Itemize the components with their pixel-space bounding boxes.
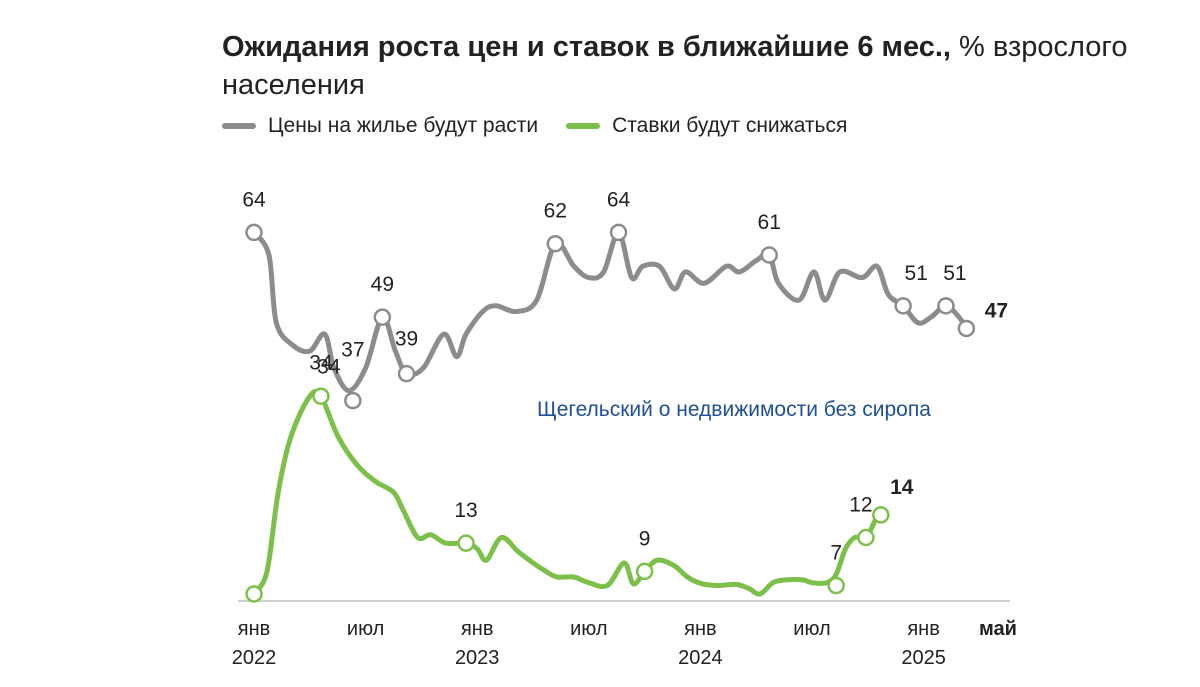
watermark-text: Щегельский о недвижимости без сиропа [537, 398, 931, 421]
x-tick-label-1: июл [347, 618, 384, 640]
x-tick-year-4: 2024 [678, 647, 723, 669]
marker-prices-7 [760, 246, 778, 264]
marker-prices-3 [373, 308, 392, 326]
marker-rates-0 [245, 585, 263, 603]
legend-label-rates: Ставки будут снижаться [612, 114, 848, 137]
series-line-prices [251, 229, 969, 394]
marker-prices-9 [937, 297, 955, 315]
marker-prices-0 [245, 223, 263, 242]
data-label-rates-3: 9 [639, 527, 651, 550]
legend-swatch-rates [566, 123, 601, 129]
series-line-rates [251, 388, 884, 597]
legend-item-rates: Ставки будут снижаться [566, 114, 847, 138]
data-label-prices-3: 49 [371, 273, 394, 296]
data-label-prices-1: 34 [317, 356, 341, 379]
marker-prices-4 [397, 364, 416, 383]
marker-rates-6 [872, 506, 890, 524]
data-label-rates-2: 13 [454, 499, 477, 522]
marker-rates-3 [635, 562, 654, 581]
marker-prices-2 [344, 391, 362, 410]
chart-title: Ожидания роста цен и ставок в ближайшие … [222, 28, 1200, 104]
data-label-prices-5: 62 [544, 200, 567, 223]
x-tick-label-2: янв [461, 618, 494, 640]
x-tick-year-2: 2023 [455, 647, 500, 669]
data-label-prices-9: 51 [943, 262, 966, 285]
marker-rates-2 [457, 534, 475, 552]
marker-prices-8 [894, 297, 912, 315]
data-label-rates-1: 34 [309, 351, 333, 374]
x-tick-label-0: янв [238, 618, 271, 640]
x-tick-year-6: 2025 [901, 647, 946, 669]
marker-prices-10 [957, 319, 976, 338]
x-tick-label-7: май [979, 618, 1017, 640]
data-label-prices-2: 37 [341, 339, 364, 362]
data-label-prices-7: 61 [758, 211, 781, 234]
x-tick-label-4: янв [684, 618, 717, 640]
marker-rates-4 [827, 576, 845, 595]
x-tick-label-6: янв [907, 618, 940, 640]
data-label-prices-0: 64 [242, 188, 266, 211]
data-label-prices-10: 47 [985, 299, 1008, 322]
legend-item-prices: Цены на жилье будут расти [222, 114, 538, 138]
data-label-prices-8: 51 [904, 262, 927, 285]
data-label-rates-5: 12 [849, 494, 872, 517]
legend-label-prices: Цены на жилье будут расти [268, 114, 539, 137]
marker-prices-6 [609, 223, 628, 242]
marker-rates-5 [857, 528, 875, 547]
chart-title-bold: Ожидания роста цен и ставок в ближайшие … [222, 31, 951, 63]
x-tick-label-3: июл [570, 618, 607, 640]
data-label-rates-6: 14 [890, 476, 914, 499]
data-label-prices-6: 64 [607, 188, 631, 211]
x-tick-year-0: 2022 [232, 647, 277, 669]
data-label-prices-4: 39 [395, 328, 418, 351]
data-label-rates-4: 7 [830, 542, 842, 565]
marker-prices-5 [546, 234, 565, 253]
legend-swatch-prices [222, 123, 256, 129]
legend: Цены на жилье будут расти Ставки будут с… [222, 114, 875, 138]
chart-title-subtitle: % взрослого населения [222, 31, 1128, 101]
x-tick-label-5: июл [793, 618, 830, 640]
marker-rates-1 [312, 387, 330, 405]
